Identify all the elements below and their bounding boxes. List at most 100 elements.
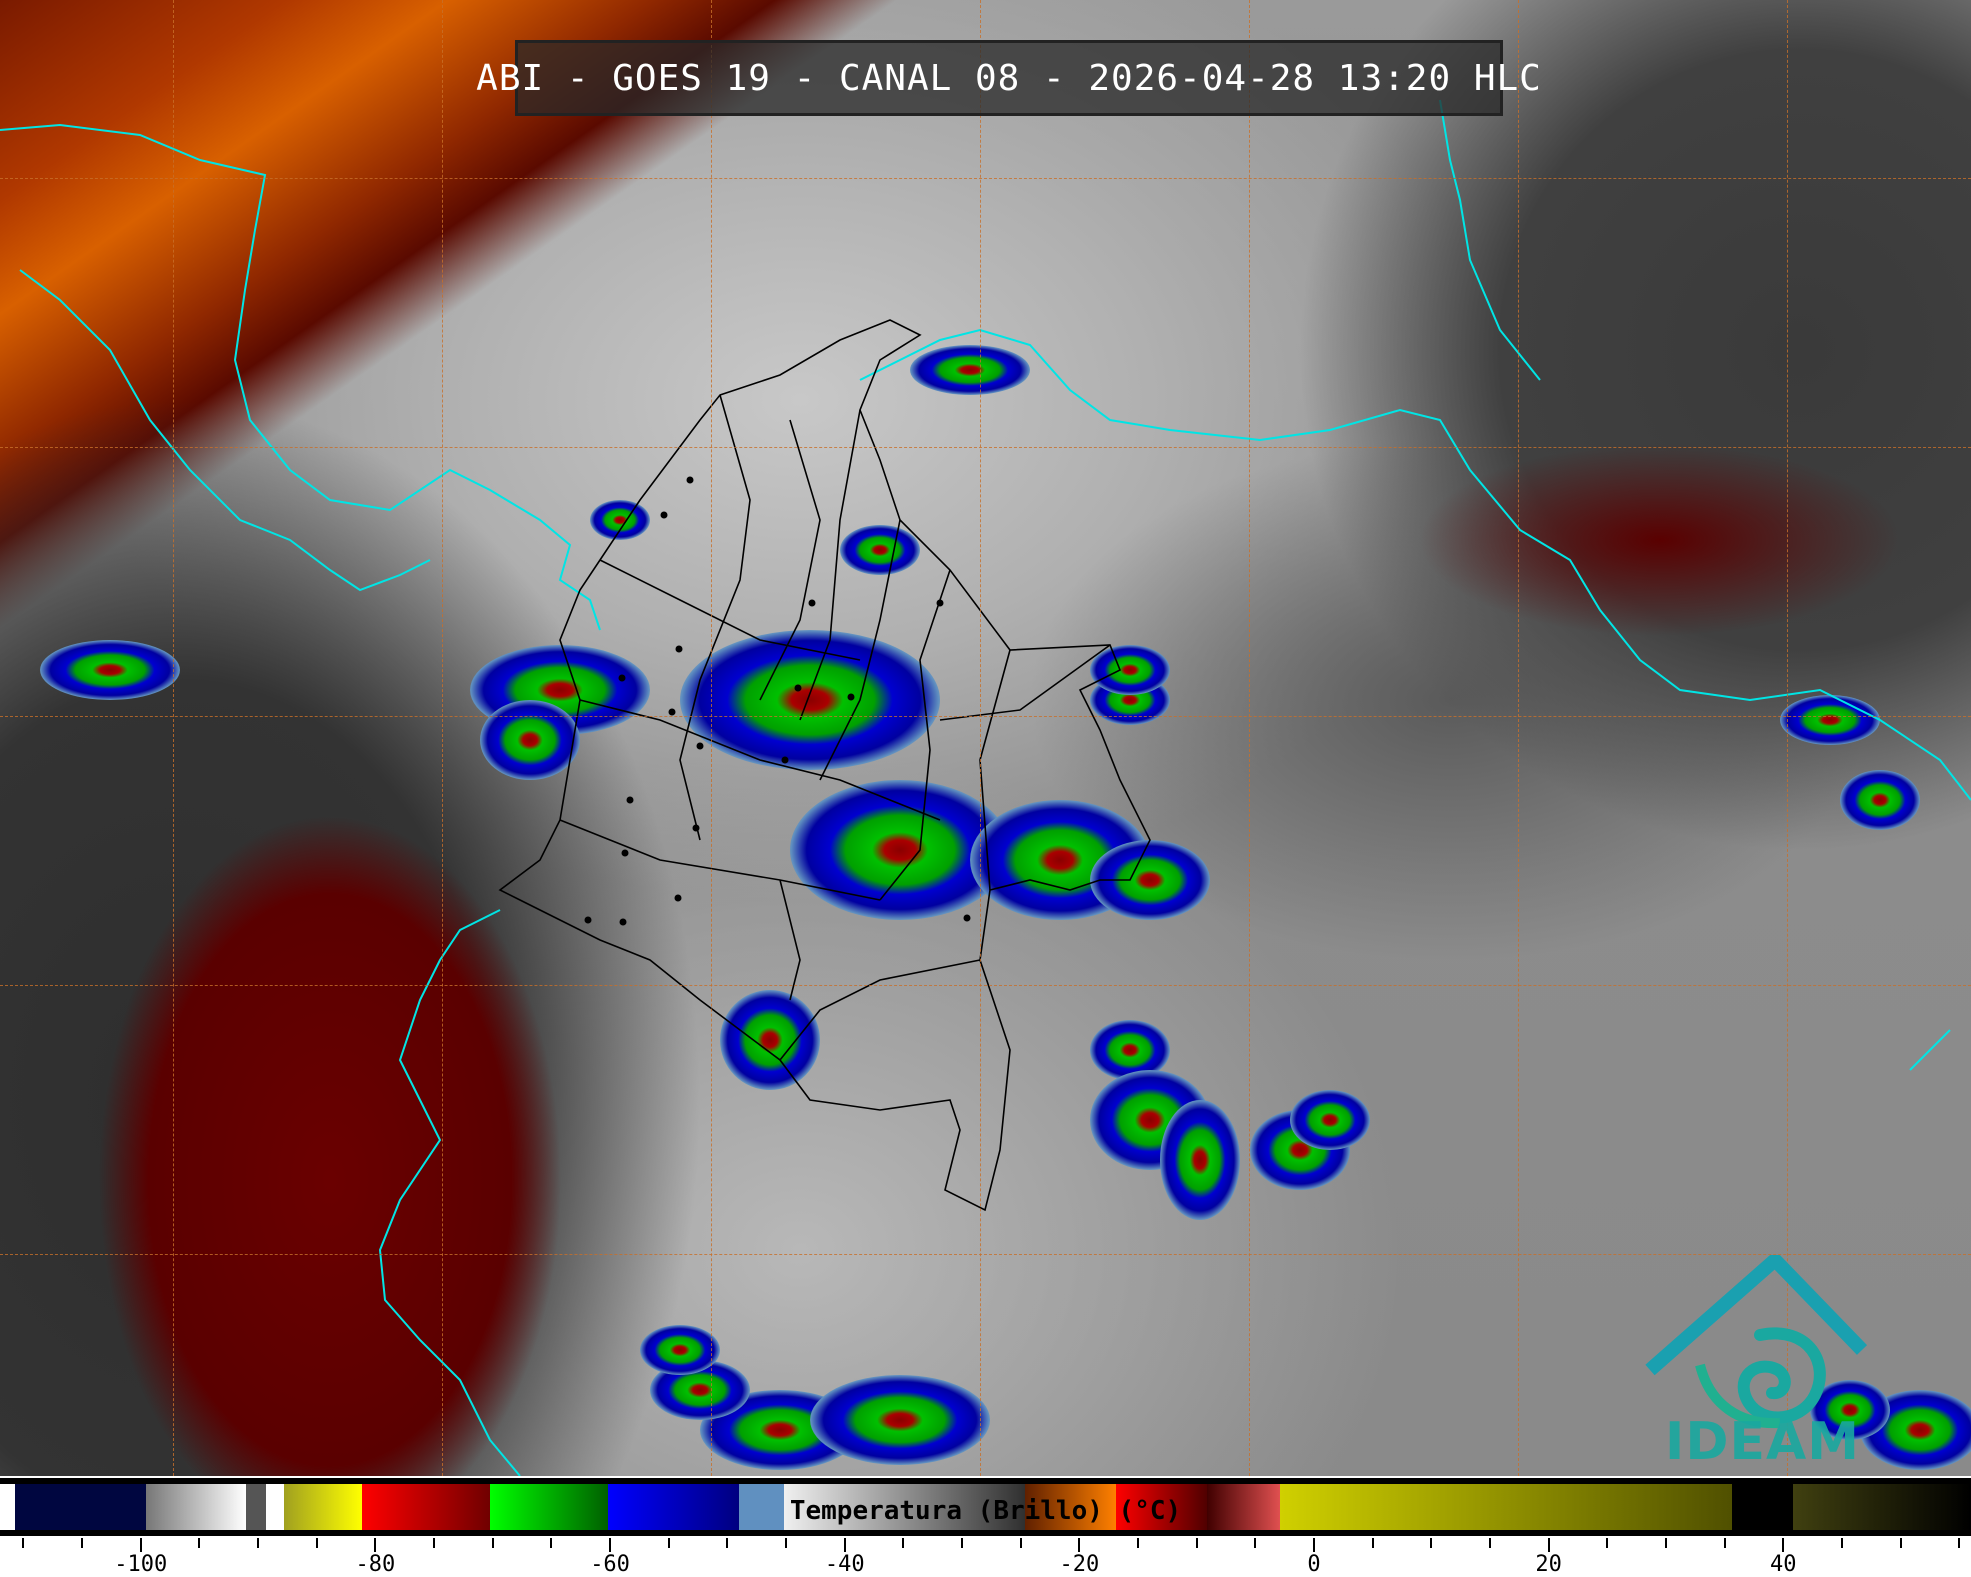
minor-tick <box>433 1538 436 1548</box>
convective-cloud-cell <box>680 630 940 770</box>
colorbar-gradient <box>0 1484 1971 1530</box>
minor-tick <box>22 1538 25 1548</box>
city-marker <box>686 476 694 484</box>
minor-tick <box>81 1538 84 1548</box>
meridian-gridline <box>980 0 981 1476</box>
city-marker <box>963 914 971 922</box>
city-marker <box>936 599 944 607</box>
tick-label: -40 <box>824 1552 865 1577</box>
city-marker <box>619 918 627 926</box>
city-marker <box>674 894 682 902</box>
minor-tick <box>1606 1538 1609 1548</box>
city-marker <box>692 824 700 832</box>
minor-tick <box>726 1538 729 1548</box>
city-marker <box>675 645 683 653</box>
city-marker <box>660 511 668 519</box>
coastline-islands <box>1439 99 1951 1071</box>
convective-cloud-cell <box>1090 645 1170 695</box>
city-markers <box>584 476 971 926</box>
tick-label: 20 <box>1535 1552 1562 1577</box>
major-tick <box>1313 1538 1315 1552</box>
minor-tick <box>257 1538 260 1548</box>
major-tick <box>374 1538 377 1552</box>
minor-tick <box>491 1538 494 1548</box>
convective-cloud-cell <box>40 640 180 700</box>
minor-tick <box>1488 1538 1491 1548</box>
ideam-logo <box>1645 1255 1868 1429</box>
meridian-gridline <box>1518 0 1519 1476</box>
minor-tick <box>1195 1538 1198 1548</box>
logo-text: IDEAM <box>1665 1412 1861 1472</box>
major-tick <box>139 1538 142 1552</box>
city-marker <box>808 599 816 607</box>
minor-tick <box>1958 1538 1961 1548</box>
convective-cloud-cell <box>1160 1100 1240 1220</box>
colorbar-frame: Temperatura (Brillo) (°C) <box>0 1478 1971 1536</box>
city-marker <box>794 684 802 692</box>
minor-tick <box>1899 1538 1902 1548</box>
convective-cloud-cell <box>910 345 1030 395</box>
convective-cloud-cell <box>810 1375 990 1465</box>
minor-tick <box>550 1538 553 1548</box>
coastline-pacific <box>19 269 431 592</box>
logo-wave-icon <box>1695 1363 1781 1429</box>
tick-label: -100 <box>114 1552 168 1577</box>
city-marker <box>621 849 629 857</box>
minor-tick <box>1254 1538 1257 1548</box>
tick-label: -20 <box>1059 1552 1100 1577</box>
minor-tick <box>1019 1538 1022 1548</box>
convective-cloud-cell <box>1290 1090 1370 1150</box>
minor-tick <box>315 1538 318 1548</box>
tick-label: 0 <box>1307 1552 1321 1577</box>
coastlines <box>0 99 1971 1476</box>
minor-tick <box>1723 1538 1726 1548</box>
parallel-gridline <box>0 178 1971 179</box>
city-marker <box>618 674 626 682</box>
department-borders <box>559 394 1111 1061</box>
convective-cloud-cell <box>840 525 920 575</box>
minor-tick <box>1137 1538 1140 1548</box>
logo-roof-icon <box>1645 1255 1868 1376</box>
city-marker <box>584 916 592 924</box>
tick-label: -80 <box>355 1552 396 1577</box>
meridian-gridline <box>173 0 174 1476</box>
city-marker <box>668 708 676 716</box>
minor-tick <box>667 1538 670 1548</box>
meridian-gridline <box>442 0 443 1476</box>
parallel-gridline <box>0 1254 1971 1255</box>
country-borders <box>498 319 1151 1212</box>
city-marker <box>626 796 634 804</box>
coastline-caribbean <box>859 328 1971 801</box>
major-tick <box>1782 1538 1785 1552</box>
convective-cloud-cell <box>1840 770 1920 830</box>
colorbar-label-text: Temperatura (Brillo) (°C) <box>789 1496 1182 1526</box>
convective-cloud-cell <box>720 990 820 1090</box>
city-marker <box>781 756 789 764</box>
minor-tick <box>785 1538 788 1548</box>
minor-tick <box>1371 1538 1374 1548</box>
colorbar-label: Temperatura (Brillo) (°C) <box>0 1496 1971 1526</box>
city-marker <box>847 693 855 701</box>
major-tick <box>1078 1538 1081 1552</box>
minor-tick <box>198 1538 201 1548</box>
convective-cloud-cell <box>1780 695 1880 745</box>
meridian-gridline <box>711 0 712 1476</box>
tick-label: 40 <box>1770 1552 1797 1577</box>
major-tick <box>1547 1538 1550 1552</box>
title-banner: ABI - GOES 19 - CANAL 08 - 2026-04-28 13… <box>476 40 1541 116</box>
minor-tick <box>902 1538 905 1548</box>
parallel-gridline <box>0 447 1971 448</box>
map-overlay <box>0 99 1971 1476</box>
minor-tick <box>961 1538 964 1548</box>
parallel-gridline <box>0 985 1971 986</box>
tick-label: -60 <box>590 1552 630 1577</box>
minor-tick <box>1840 1538 1843 1548</box>
logo-spiral-icon <box>1737 1327 1826 1424</box>
coastline-pacific-south <box>378 909 521 1476</box>
minor-tick <box>1664 1538 1667 1548</box>
parallel-gridline <box>0 716 1971 717</box>
colorbar: Temperatura (Brillo) (°C) -100 -80 -60 -40 -… <box>0 1476 1971 1577</box>
meridian-gridline <box>1249 0 1250 1476</box>
image-title: ABI - GOES 19 - CANAL 08 - 2026-04-28 13… <box>476 57 1542 99</box>
